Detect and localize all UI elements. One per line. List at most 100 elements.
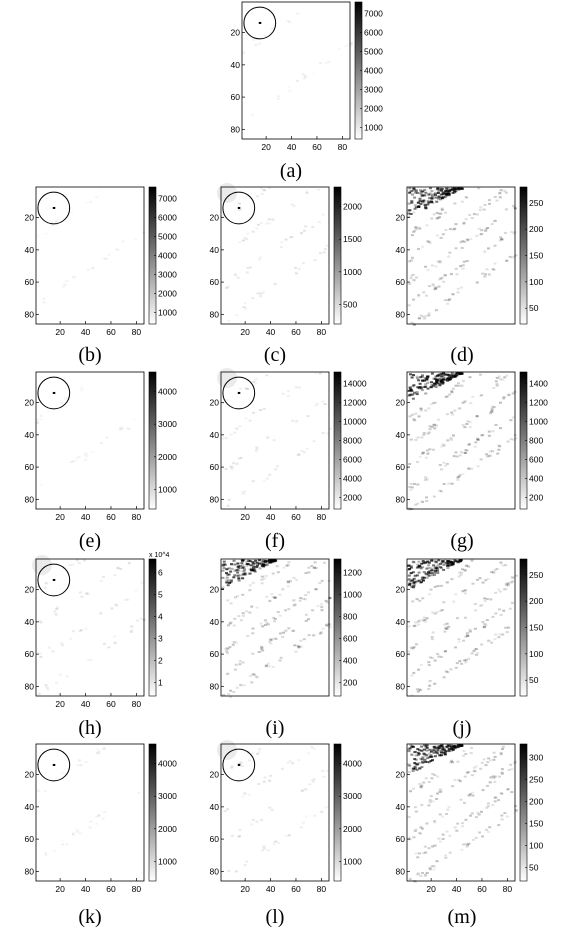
y-tick-label: 20 <box>25 585 35 595</box>
y-tick-label: 20 <box>396 398 406 408</box>
y-tick-label: 20 <box>210 398 220 408</box>
colorbar-tick-label: 3000 <box>158 791 177 801</box>
heatmap-h: 20 40 60 80 20 40 60 80 1 2 3 4 5 6 x 10^4 <box>25 552 170 709</box>
heatmap-texture <box>407 744 518 883</box>
panel-g: 20 40 60 80 200 400 600 800 1000 1200 1400 <box>385 370 555 545</box>
plot-area <box>241 1 351 140</box>
colorbar-tick-label: 2000 <box>158 289 177 299</box>
caption-b: (b) <box>78 344 102 366</box>
y-tick-label: 80 <box>210 309 220 319</box>
x-tick-label: 60 <box>106 699 116 709</box>
colorbar-tick-label: 250 <box>529 774 543 784</box>
colorbar-tick-label: 200 <box>529 796 543 806</box>
x-tick-label: 20 <box>426 884 436 894</box>
x-tick-label: 80 <box>317 512 327 522</box>
caption-e: (e) <box>78 530 102 552</box>
colorbar-tick-label: 400 <box>529 474 543 484</box>
heatmap-c: 20 40 60 80 20 40 60 80 500 1000 1500 2000 <box>210 183 362 337</box>
colorbar-tick-label: 10000 <box>343 416 367 426</box>
heatmap-e: 20 40 60 80 20 40 60 80 1000 2000 3000 4000 <box>25 371 177 522</box>
colorbar-tick-label: 250 <box>529 570 543 580</box>
heatmap-l: 20 40 60 80 20 40 60 80 1000 2000 3000 4000 <box>210 740 362 894</box>
y-tick-label: 80 <box>25 309 35 319</box>
x-tick-label: 20 <box>55 327 65 337</box>
y-tick-label: 20 <box>25 398 35 408</box>
y-tick-label: 80 <box>25 494 35 504</box>
heatmap-m: 20 40 60 80 20 40 60 80 50 100 150 200 250 300 <box>396 743 543 894</box>
caption-c: (c) <box>263 344 287 366</box>
colorbar-tick-label: 50 <box>529 863 539 873</box>
colorbar-tick-label: 6000 <box>343 455 362 465</box>
highlight-circle <box>37 748 71 782</box>
y-tick-label: 40 <box>210 430 220 440</box>
colorbar <box>148 743 157 882</box>
panel-f: 20 40 60 80 20 40 60 80 2000 4000 6000 8000 10000 120… <box>199 368 369 545</box>
x-tick-label: 40 <box>81 699 91 709</box>
colorbar-tick-label: 4000 <box>158 387 177 397</box>
colorbar-tick-label: 8000 <box>343 436 362 446</box>
y-tick-label: 80 <box>396 494 406 504</box>
colorbar-tick-label: 800 <box>529 436 543 446</box>
panel-h: 20 40 60 80 20 40 60 80 1 2 3 4 5 6 x 10^4 <box>14 552 184 732</box>
x-tick-label: 80 <box>132 327 142 337</box>
x-tick-label: 60 <box>106 884 116 894</box>
colorbar <box>333 743 342 882</box>
heatmap-texture <box>242 12 353 117</box>
x-tick-label: 20 <box>55 884 65 894</box>
y-tick-label: 80 <box>25 681 35 691</box>
x-tick-label: 60 <box>312 142 322 152</box>
panel-b: 20 40 60 80 20 40 60 80 1000 2000 3000 4000 5000 6000… <box>14 185 184 360</box>
y-tick-label: 60 <box>396 462 406 472</box>
colorbar-tick-label: 3000 <box>158 270 177 280</box>
x-tick-label: 60 <box>291 884 301 894</box>
caption-f: (f) <box>265 530 285 552</box>
heatmap-texture <box>42 196 146 304</box>
heatmap-a: 20 40 60 80 20 40 60 80 1000 2000 3000 4000 5000 6000… <box>231 1 383 152</box>
x-tick-label: 80 <box>132 884 142 894</box>
highlight-circle <box>37 563 71 597</box>
x-tick-label: 40 <box>81 884 91 894</box>
x-tick-label: 20 <box>55 512 65 522</box>
y-tick-label: 60 <box>25 462 35 472</box>
highlight-circle <box>222 748 256 782</box>
x-tick-label: 20 <box>240 884 250 894</box>
y-tick-label: 20 <box>396 213 406 223</box>
peak-point <box>52 763 56 766</box>
panel-m: 20 40 60 80 20 40 60 80 50 100 150 200 250 300 <box>385 742 555 917</box>
y-tick-label: 20 <box>231 28 241 38</box>
colorbar-tick-label: 1000 <box>343 589 362 599</box>
panel-j: 20 40 60 80 50 100 150 200 250 <box>385 557 555 732</box>
colorbar-tick-label: 5000 <box>158 231 177 241</box>
y-tick-label: 40 <box>396 617 406 627</box>
colorbar-tick-label: 3000 <box>158 419 177 429</box>
y-tick-label: 60 <box>396 277 406 287</box>
y-tick-label: 60 <box>210 649 220 659</box>
colorbar-tick-label: 200 <box>529 596 543 606</box>
plot-area <box>220 558 330 697</box>
colorbar-tick-label: 300 <box>529 752 543 762</box>
y-tick-label: 60 <box>210 834 220 844</box>
colorbar-tick-label: 50 <box>529 303 539 313</box>
heatmap-texture <box>217 183 329 322</box>
highlight-circle <box>222 191 256 225</box>
panel-k: 20 40 60 80 20 40 60 80 1000 2000 3000 4000 <box>14 742 184 917</box>
y-tick-label: 40 <box>210 617 220 627</box>
y-tick-label: 20 <box>25 213 35 223</box>
y-tick-label: 40 <box>25 802 35 812</box>
colorbar <box>148 558 157 697</box>
colorbar-tick-label: 6000 <box>158 212 177 222</box>
caption-g: (g) <box>450 530 474 552</box>
colorbar-tick-label: 4000 <box>158 759 177 769</box>
colorbar-tick-label: 3000 <box>343 791 362 801</box>
caption-m: (m) <box>447 906 477 928</box>
heatmap-texture <box>36 747 141 857</box>
y-tick-label: 60 <box>25 277 35 287</box>
x-tick-label: 20 <box>261 142 271 152</box>
colorbar-tick-label: 100 <box>529 841 543 851</box>
colorbar-tick-label: 6 <box>158 567 163 577</box>
y-tick-label: 20 <box>396 585 406 595</box>
colorbar-tick-label: 150 <box>529 623 543 633</box>
colorbar-tick-label: 800 <box>343 611 357 621</box>
y-tick-label: 80 <box>231 124 241 134</box>
x-tick-label: 40 <box>452 884 462 894</box>
